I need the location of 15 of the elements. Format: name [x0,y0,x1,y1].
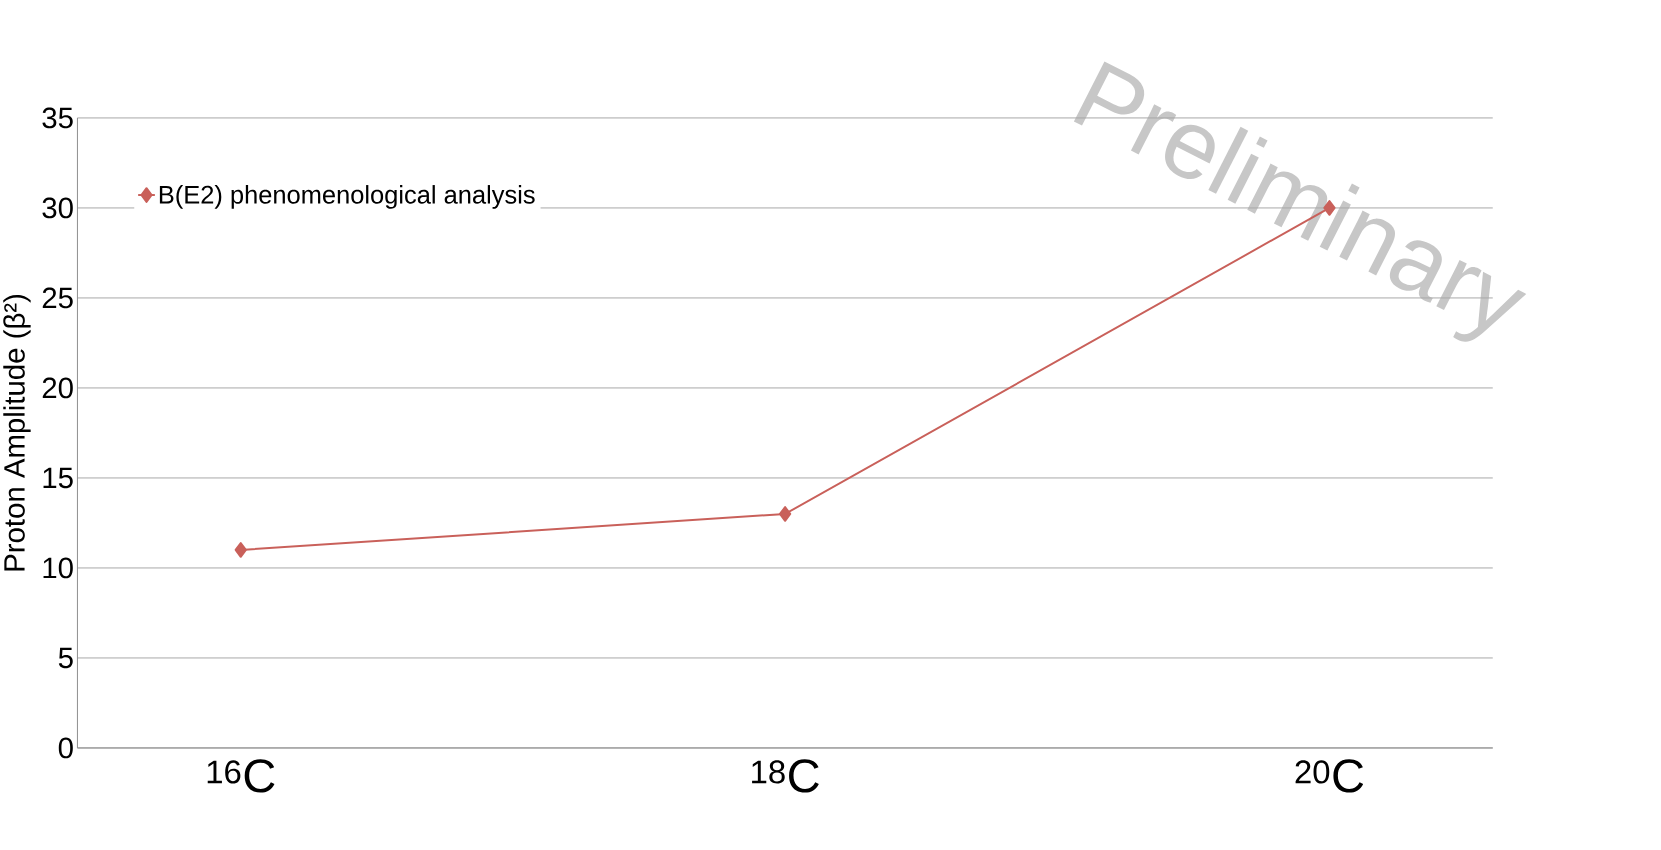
y-tick-label: 15 [43,467,73,489]
point [234,542,247,558]
legend-label: B(E2) phenomenological analysis [159,184,535,209]
y-tick-label: 25 [42,287,73,309]
x-tick-label: $^{16}$C [207,759,275,793]
x-tick-label: $^{20}$C [1295,759,1364,793]
y-tick-label: 30 [42,197,73,219]
x-tick-label: $^{18}$C [752,759,819,793]
point [778,506,792,522]
y-tick-label: 10 [43,557,73,579]
y-tick-label: 20 [42,377,73,399]
y-tick-label: 5 [58,647,73,669]
y-tick-label: 35 [42,107,73,129]
y-tick-label: 0 [58,737,73,759]
y-axis-title: Proton Amplitude (β²) [3,294,31,571]
